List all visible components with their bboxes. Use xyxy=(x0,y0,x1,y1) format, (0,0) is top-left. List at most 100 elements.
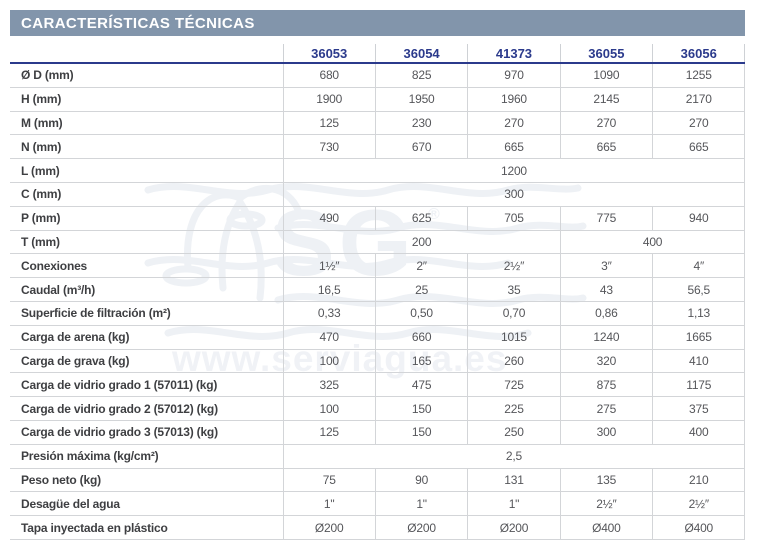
row-label: Carga de vidrio grado 2 (57012) (kg) xyxy=(10,396,283,421)
row-label: Ø D (mm) xyxy=(10,62,283,88)
section-title-bar: CARACTERÍSTICAS TÉCNICAS xyxy=(10,10,745,36)
value-cell: 1960 xyxy=(467,86,561,112)
column-header-41373: 41373 xyxy=(467,44,561,64)
row-label: Tapa inyectada en plástico xyxy=(10,515,283,540)
value-cell: 300 xyxy=(559,419,653,445)
row-label: Presión máxima (kg/cm²) xyxy=(10,443,283,469)
value-cell: 200 xyxy=(282,229,561,254)
row-label: H (mm) xyxy=(10,86,283,112)
value-cell: 56,5 xyxy=(652,277,746,302)
value-cell: 125 xyxy=(282,110,376,135)
value-cell: Ø200 xyxy=(374,515,468,540)
value-cell: 670 xyxy=(374,134,468,159)
value-cell: 2½″ xyxy=(467,253,561,278)
row-label: Peso neto (kg) xyxy=(10,467,283,492)
value-cell: 131 xyxy=(467,467,561,492)
value-cell: 2½″ xyxy=(559,491,653,516)
value-cell: 2,5 xyxy=(282,443,746,469)
column-header-36054: 36054 xyxy=(374,44,468,64)
value-cell: 0,86 xyxy=(559,300,653,326)
column-header-36055: 36055 xyxy=(559,44,653,64)
value-cell: Ø200 xyxy=(282,515,376,540)
value-cell: 730 xyxy=(282,134,376,159)
value-cell: 0,50 xyxy=(374,300,468,326)
value-cell: 665 xyxy=(467,134,561,159)
value-cell: 1175 xyxy=(652,372,746,397)
value-cell: 135 xyxy=(559,467,653,492)
value-cell: 2½″ xyxy=(652,491,746,516)
value-cell: 16,5 xyxy=(282,277,376,302)
value-cell: 0,33 xyxy=(282,300,376,326)
value-cell: 400 xyxy=(559,229,746,254)
table-row: Carga de vidrio grado 3 (57013) (kg) 125 1… xyxy=(10,419,746,445)
table-row: C (mm) 300 xyxy=(10,181,746,207)
value-cell: 1" xyxy=(467,491,561,516)
value-cell: 410 xyxy=(652,348,746,373)
value-cell: 0,70 xyxy=(467,300,561,326)
value-cell: 875 xyxy=(559,372,653,397)
column-header-empty xyxy=(10,44,283,64)
row-label: N (mm) xyxy=(10,134,283,159)
value-cell: 320 xyxy=(559,348,653,373)
value-cell: 250 xyxy=(467,419,561,445)
value-cell: 475 xyxy=(374,372,468,397)
value-cell: 1240 xyxy=(559,324,653,350)
value-cell: 825 xyxy=(374,62,468,88)
value-cell: 100 xyxy=(282,348,376,373)
value-cell: 680 xyxy=(282,62,376,88)
value-cell: 1015 xyxy=(467,324,561,350)
value-cell: 150 xyxy=(374,419,468,445)
value-cell: 35 xyxy=(467,277,561,302)
value-cell: 470 xyxy=(282,324,376,350)
column-header-36053: 36053 xyxy=(282,44,376,64)
value-cell: 225 xyxy=(467,396,561,421)
value-cell: 1665 xyxy=(652,324,746,350)
value-cell: 300 xyxy=(282,181,746,207)
table-row: Peso neto (kg) 75 90 131 135 210 xyxy=(10,467,746,492)
row-label: C (mm) xyxy=(10,181,283,207)
table-row: H (mm) 1900 1950 1960 2145 2170 xyxy=(10,86,746,112)
column-header-36056: 36056 xyxy=(652,44,746,64)
value-cell: 1,13 xyxy=(652,300,746,326)
value-cell: 625 xyxy=(374,205,468,231)
row-label: Desagüe del agua xyxy=(10,491,283,516)
value-cell: 1200 xyxy=(282,158,746,183)
value-cell: 1½″ xyxy=(282,253,376,278)
value-cell: 2145 xyxy=(559,86,653,112)
value-cell: 325 xyxy=(282,372,376,397)
table-row: P (mm) 490 625 705 775 940 xyxy=(10,205,746,231)
row-label: Conexiones xyxy=(10,253,283,278)
spec-table-wrap: 36053 36054 41373 36055 36056 Ø D (mm) 68… xyxy=(10,44,746,540)
table-row: Desagüe del agua 1" 1" 1" 2½″ 2½″ xyxy=(10,491,746,516)
table-row: Carga de grava (kg) 100 165 260 320 410 xyxy=(10,348,746,373)
row-label: T (mm) xyxy=(10,229,283,254)
row-label: Carga de arena (kg) xyxy=(10,324,283,350)
value-cell: 1255 xyxy=(652,62,746,88)
row-label: Carga de vidrio grado 1 (57011) (kg) xyxy=(10,372,283,397)
table-row: T (mm) 200 400 xyxy=(10,229,746,254)
section-title: CARACTERÍSTICAS TÉCNICAS xyxy=(21,14,255,32)
value-cell: 125 xyxy=(282,419,376,445)
value-cell: 725 xyxy=(467,372,561,397)
value-cell: 665 xyxy=(652,134,746,159)
value-cell: 1950 xyxy=(374,86,468,112)
table-row: Conexiones 1½″ 2″ 2½″ 3″ 4″ xyxy=(10,253,746,278)
table-row: L (mm) 1200 xyxy=(10,158,746,183)
value-cell: Ø200 xyxy=(467,515,561,540)
value-cell: 490 xyxy=(282,205,376,231)
value-cell: 705 xyxy=(467,205,561,231)
row-label: P (mm) xyxy=(10,205,283,231)
table-row: Tapa inyectada en plástico Ø200 Ø200 Ø200 Ø4… xyxy=(10,515,746,540)
row-label: Caudal (m³/h) xyxy=(10,277,283,302)
value-cell: 270 xyxy=(559,110,653,135)
table-row: Carga de vidrio grado 1 (57011) (kg) 325 4… xyxy=(10,372,746,397)
spec-table-body: Ø D (mm) 680 825 970 1090 1255 H (mm) 1900 1950 1… xyxy=(10,62,746,540)
row-label: Carga de vidrio grado 3 (57013) (kg) xyxy=(10,419,283,445)
value-cell: 210 xyxy=(652,467,746,492)
spec-table: 36053 36054 41373 36055 36056 Ø D (mm) 68… xyxy=(10,44,746,540)
value-cell: 660 xyxy=(374,324,468,350)
value-cell: 1900 xyxy=(282,86,376,112)
value-cell: 275 xyxy=(559,396,653,421)
value-cell: Ø400 xyxy=(559,515,653,540)
